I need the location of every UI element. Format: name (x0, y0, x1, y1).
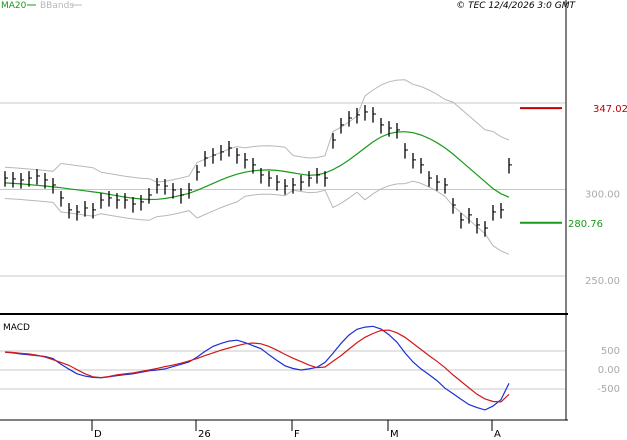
y-tick-label: 500 (601, 346, 620, 357)
credit: © TEC 12/4/2026 3:0 GMT (456, 1, 576, 11)
y-tick-label: -500 (597, 384, 620, 395)
x-tick-label: D (94, 429, 102, 440)
ma-line (4, 131, 510, 201)
level-label: 280.76 (568, 219, 603, 230)
x-tick-label: 26 (198, 429, 211, 440)
legend-ma20: MA20 (1, 1, 27, 11)
x-tick-label: F (294, 429, 300, 440)
x-tick-label: M (390, 429, 399, 440)
y-tick-label: 300.00 (585, 189, 620, 200)
legend-bbands: BBands (40, 1, 74, 11)
indicator-line (4, 329, 510, 403)
bband-lower (4, 180, 510, 255)
level-label: 347.02 (593, 104, 627, 115)
indicator-line (4, 325, 510, 411)
macd-title: MACD (3, 323, 30, 333)
y-tick-label: 250.00 (585, 276, 620, 287)
y-tick-label: 0.00 (598, 365, 620, 376)
x-tick-label: A (494, 429, 501, 440)
bband-upper (4, 79, 510, 183)
